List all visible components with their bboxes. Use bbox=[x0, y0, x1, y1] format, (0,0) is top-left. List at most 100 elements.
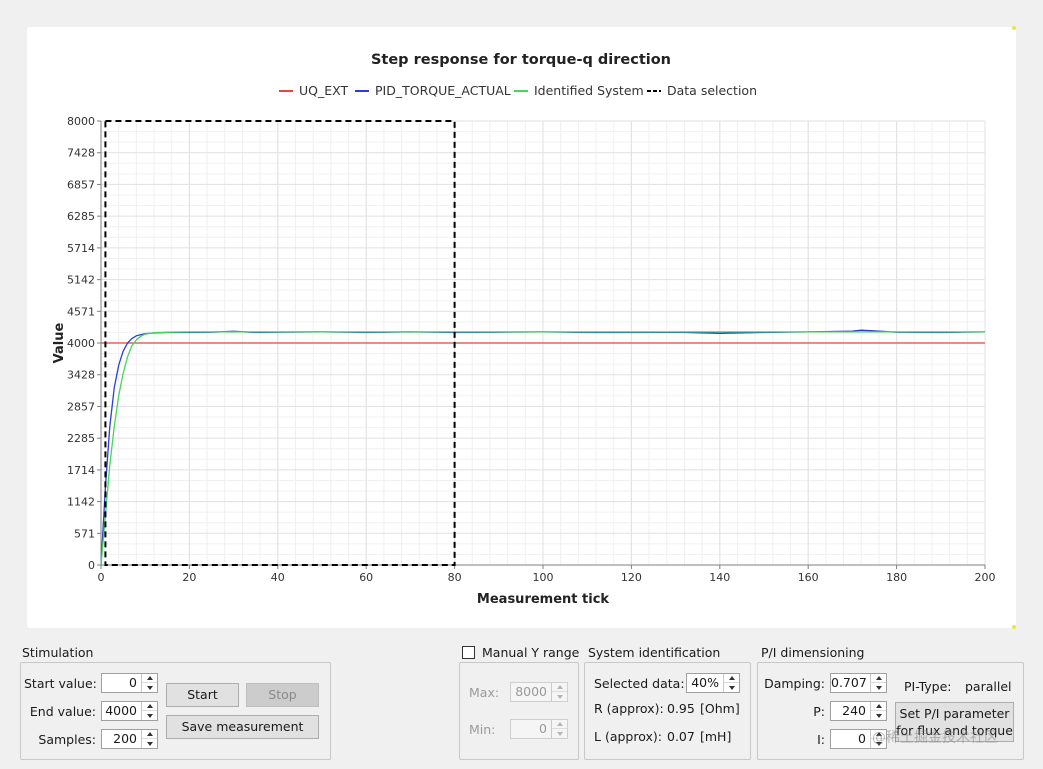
stimulation-title: Stimulation bbox=[22, 645, 94, 660]
pi-dimensioning-title: P/I dimensioning bbox=[761, 645, 865, 660]
spin-up-icon[interactable] bbox=[142, 674, 157, 683]
l-approx-label: L (approx): bbox=[594, 729, 662, 744]
samples-label: Samples: bbox=[38, 732, 96, 747]
x-axis-label: Measurement tick bbox=[477, 592, 609, 607]
x-tick-label: 40 bbox=[271, 571, 285, 584]
x-tick-label: 60 bbox=[359, 571, 373, 584]
legend-entry: Data selection bbox=[667, 83, 757, 98]
legend-entry: Identified System bbox=[534, 83, 644, 98]
damping-spinbox[interactable]: 0.707 bbox=[830, 673, 887, 693]
damping-label: Damping: bbox=[764, 676, 825, 691]
x-tick-label: 200 bbox=[975, 571, 996, 584]
chart-title: Step response for torque-q direction bbox=[371, 52, 671, 68]
y-tick-label: 4571 bbox=[67, 305, 95, 318]
spin-down-icon[interactable] bbox=[724, 683, 739, 692]
manual-y-range-checkbox[interactable] bbox=[462, 646, 475, 659]
y-axis-label: Value bbox=[52, 322, 67, 363]
system-identification-title: System identification bbox=[588, 645, 721, 660]
end-value-text: 4000 bbox=[105, 703, 137, 718]
y-tick-label: 4000 bbox=[67, 337, 95, 350]
spin-down-icon[interactable] bbox=[871, 711, 886, 720]
y-tick-label: 0 bbox=[88, 559, 95, 572]
y-tick-label: 7428 bbox=[67, 147, 95, 160]
start-value-spinbox[interactable]: 0 bbox=[101, 673, 158, 693]
x-tick-label: 180 bbox=[886, 571, 907, 584]
y-tick-label: 5142 bbox=[67, 274, 95, 287]
start-button[interactable]: Start bbox=[166, 683, 239, 707]
spin-up-icon[interactable] bbox=[142, 730, 157, 739]
i-text: 0 bbox=[858, 731, 866, 746]
max-spinbox[interactable]: 8000 bbox=[510, 682, 568, 702]
y-tick-label: 6857 bbox=[67, 178, 95, 191]
p-spinbox[interactable]: 240 bbox=[830, 701, 887, 721]
y-tick-label: 6285 bbox=[67, 210, 95, 223]
y-tick-label: 2285 bbox=[67, 432, 95, 445]
max-label: Max: bbox=[469, 685, 500, 700]
selected-data-text: 40% bbox=[691, 675, 719, 690]
spin-up-icon[interactable] bbox=[724, 674, 739, 683]
x-tick-label: 100 bbox=[533, 571, 554, 584]
x-tick-label: 120 bbox=[621, 571, 642, 584]
start-value-text: 0 bbox=[129, 675, 137, 690]
r-approx-unit: [Ohm] bbox=[700, 701, 740, 716]
spin-down-icon[interactable] bbox=[552, 729, 567, 738]
pi-type-value: parallel bbox=[965, 679, 1012, 694]
spin-down-icon[interactable] bbox=[871, 683, 886, 692]
r-approx-label: R (approx): bbox=[594, 701, 664, 716]
spin-up-icon[interactable] bbox=[871, 674, 886, 683]
manual-y-range-label: Manual Y range bbox=[482, 645, 580, 660]
i-label: I: bbox=[817, 732, 825, 747]
spin-down-icon[interactable] bbox=[142, 711, 157, 720]
y-tick-label: 3428 bbox=[67, 369, 95, 382]
legend-entry: UQ_EXT bbox=[299, 83, 348, 98]
set-pi-button-line2: for flux and torque bbox=[896, 723, 1013, 738]
end-value-spinbox[interactable]: 4000 bbox=[101, 701, 158, 721]
watermark: @稀土掘金技术社区 bbox=[872, 730, 998, 746]
manual-y-range-group bbox=[459, 662, 579, 760]
selected-data-spinbox[interactable]: 40% bbox=[686, 673, 740, 693]
x-tick-label: 140 bbox=[709, 571, 730, 584]
x-tick-label: 160 bbox=[798, 571, 819, 584]
l-approx-unit: [mH] bbox=[700, 729, 732, 744]
spin-up-icon[interactable] bbox=[142, 702, 157, 711]
start-value-label: Start value: bbox=[24, 676, 97, 691]
x-tick-label: 20 bbox=[182, 571, 196, 584]
spin-down-icon[interactable] bbox=[142, 683, 157, 692]
samples-text: 200 bbox=[113, 731, 137, 746]
y-tick-label: 5714 bbox=[67, 242, 95, 255]
corner-marker bbox=[1012, 26, 1016, 30]
legend-entry: PID_TORQUE_ACTUAL bbox=[375, 83, 511, 98]
spin-up-icon[interactable] bbox=[552, 683, 567, 692]
y-tick-label: 1714 bbox=[67, 464, 95, 477]
p-label: P: bbox=[813, 704, 825, 719]
l-approx-value: 0.07 bbox=[667, 729, 695, 744]
corner-marker bbox=[1012, 625, 1016, 629]
y-tick-label: 2857 bbox=[67, 400, 95, 413]
y-tick-label: 8000 bbox=[67, 115, 95, 128]
series-line-identified-system bbox=[100, 331, 985, 566]
max-value-text: 8000 bbox=[515, 684, 547, 699]
min-label: Min: bbox=[469, 722, 496, 737]
y-tick-label: 571 bbox=[74, 527, 95, 540]
p-text: 240 bbox=[842, 703, 866, 718]
stimulation-group bbox=[20, 662, 331, 760]
spin-down-icon[interactable] bbox=[552, 692, 567, 701]
spin-down-icon[interactable] bbox=[142, 739, 157, 748]
min-spinbox[interactable]: 0 bbox=[510, 719, 568, 739]
x-tick-label: 0 bbox=[98, 571, 105, 584]
save-measurement-button[interactable]: Save measurement bbox=[166, 715, 319, 739]
spin-up-icon[interactable] bbox=[871, 730, 886, 739]
samples-spinbox[interactable]: 200 bbox=[101, 729, 158, 749]
set-pi-parameter-button[interactable]: Set P/I parameter for flux and torque bbox=[895, 702, 1014, 742]
set-pi-button-line1: Set P/I parameter bbox=[899, 706, 1010, 721]
damping-text: 0.707 bbox=[831, 675, 867, 690]
i-spinbox[interactable]: 0 bbox=[830, 729, 887, 749]
x-tick-label: 80 bbox=[448, 571, 462, 584]
spin-up-icon[interactable] bbox=[552, 720, 567, 729]
stop-button[interactable]: Stop bbox=[246, 683, 319, 707]
chart-panel: 0 20 40 60 80 100 120 140 160 180 200 0 571 1142 1714 2… bbox=[27, 27, 1016, 628]
spin-up-icon[interactable] bbox=[871, 702, 886, 711]
step-response-chart: 0 20 40 60 80 100 120 140 160 180 200 0 571 1142 1714 2… bbox=[52, 52, 996, 607]
pi-type-label: PI-Type: bbox=[904, 679, 952, 694]
spin-down-icon[interactable] bbox=[871, 739, 886, 748]
